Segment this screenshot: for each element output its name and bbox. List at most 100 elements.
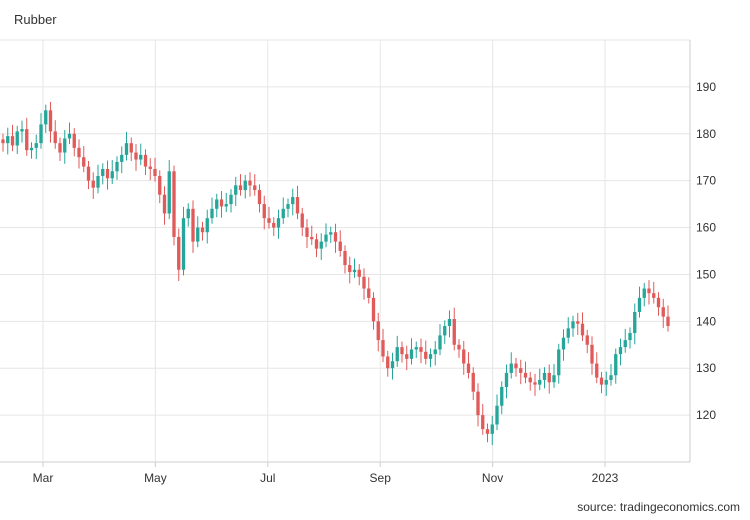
candle	[44, 104, 48, 133]
candle	[481, 403, 485, 435]
candle-body	[77, 147, 81, 158]
candle-body	[557, 349, 561, 376]
candle-body	[585, 335, 589, 345]
candle-body	[105, 168, 110, 179]
candle	[86, 160, 91, 190]
candle	[10, 124, 15, 152]
candle-body	[443, 326, 447, 336]
candle	[134, 144, 138, 171]
candle	[1, 133, 5, 152]
candle-body	[352, 269, 357, 273]
candle	[139, 143, 143, 166]
candle-body	[257, 190, 262, 205]
candle-body	[390, 361, 395, 369]
candle-body	[476, 391, 480, 416]
candle-body	[580, 323, 585, 336]
candle	[514, 357, 518, 377]
candle-body	[53, 131, 57, 144]
candle	[585, 329, 589, 354]
gridlines	[0, 39, 691, 467]
candle	[471, 367, 475, 401]
candle	[215, 193, 219, 218]
candle	[633, 303, 637, 345]
candle-body	[58, 143, 62, 153]
candle-body	[576, 321, 580, 324]
candle-body	[91, 180, 95, 188]
candle-body	[329, 232, 333, 235]
candle-body	[495, 405, 499, 425]
y-tick-label: 180	[696, 127, 716, 141]
candle-body	[82, 157, 86, 167]
candle-body	[590, 344, 594, 364]
candle-body	[566, 328, 570, 338]
candle	[457, 339, 461, 358]
x-tick-label: 2023	[592, 471, 619, 485]
candle	[566, 317, 570, 344]
y-tick-label: 150	[696, 267, 716, 281]
candle	[238, 174, 243, 196]
candle-body	[243, 180, 247, 191]
candle-body	[490, 424, 494, 434]
candle	[286, 198, 290, 218]
y-tick-label: 160	[696, 221, 716, 235]
candle	[272, 217, 276, 236]
candle-body	[471, 372, 475, 392]
candle	[262, 195, 266, 230]
candle	[509, 352, 513, 379]
candle-body	[291, 197, 295, 205]
candle-body	[419, 347, 423, 352]
candles	[1, 101, 670, 446]
candle	[143, 149, 148, 176]
candle-body	[177, 236, 181, 270]
candle	[476, 383, 480, 427]
candle	[462, 341, 466, 375]
candle-body	[224, 204, 228, 207]
candle-body	[504, 372, 509, 387]
candle-body	[63, 138, 67, 153]
candle	[291, 188, 295, 216]
candle-body	[86, 166, 91, 181]
candle-body	[381, 340, 385, 357]
candle-body	[452, 318, 456, 345]
candle	[101, 163, 105, 185]
candle	[614, 348, 618, 384]
candle-body	[115, 161, 119, 172]
candle-body	[229, 194, 233, 205]
candle	[15, 125, 19, 154]
candle-body	[191, 208, 195, 242]
candle	[29, 142, 34, 159]
y-tick-label: 170	[696, 174, 716, 188]
candle-body	[205, 218, 209, 233]
candle-body	[338, 241, 342, 251]
candle	[129, 137, 133, 161]
candle	[542, 367, 547, 389]
candle-body	[666, 316, 670, 327]
candle	[452, 307, 456, 351]
candle	[6, 127, 10, 155]
candle-body	[305, 227, 309, 237]
candle-body	[642, 288, 646, 298]
candle-body	[647, 288, 651, 294]
candle-body	[162, 194, 167, 214]
candle-body	[656, 297, 661, 308]
candle	[580, 312, 585, 342]
candle-body	[466, 363, 471, 373]
candle-body	[395, 347, 399, 362]
candle	[158, 170, 162, 204]
candle	[319, 233, 323, 260]
candle-body	[661, 307, 665, 317]
candle	[191, 200, 195, 253]
candle	[590, 336, 594, 375]
candle-body	[343, 251, 347, 266]
candle	[324, 223, 328, 248]
candle	[647, 280, 651, 305]
x-tick-label: Nov	[482, 471, 503, 485]
candle-body	[248, 180, 252, 186]
candle-body	[6, 136, 10, 144]
candle	[618, 338, 623, 366]
candle	[196, 216, 200, 248]
candle-body	[552, 375, 556, 383]
candle	[186, 203, 190, 227]
candle	[443, 320, 447, 344]
candle	[267, 206, 271, 229]
